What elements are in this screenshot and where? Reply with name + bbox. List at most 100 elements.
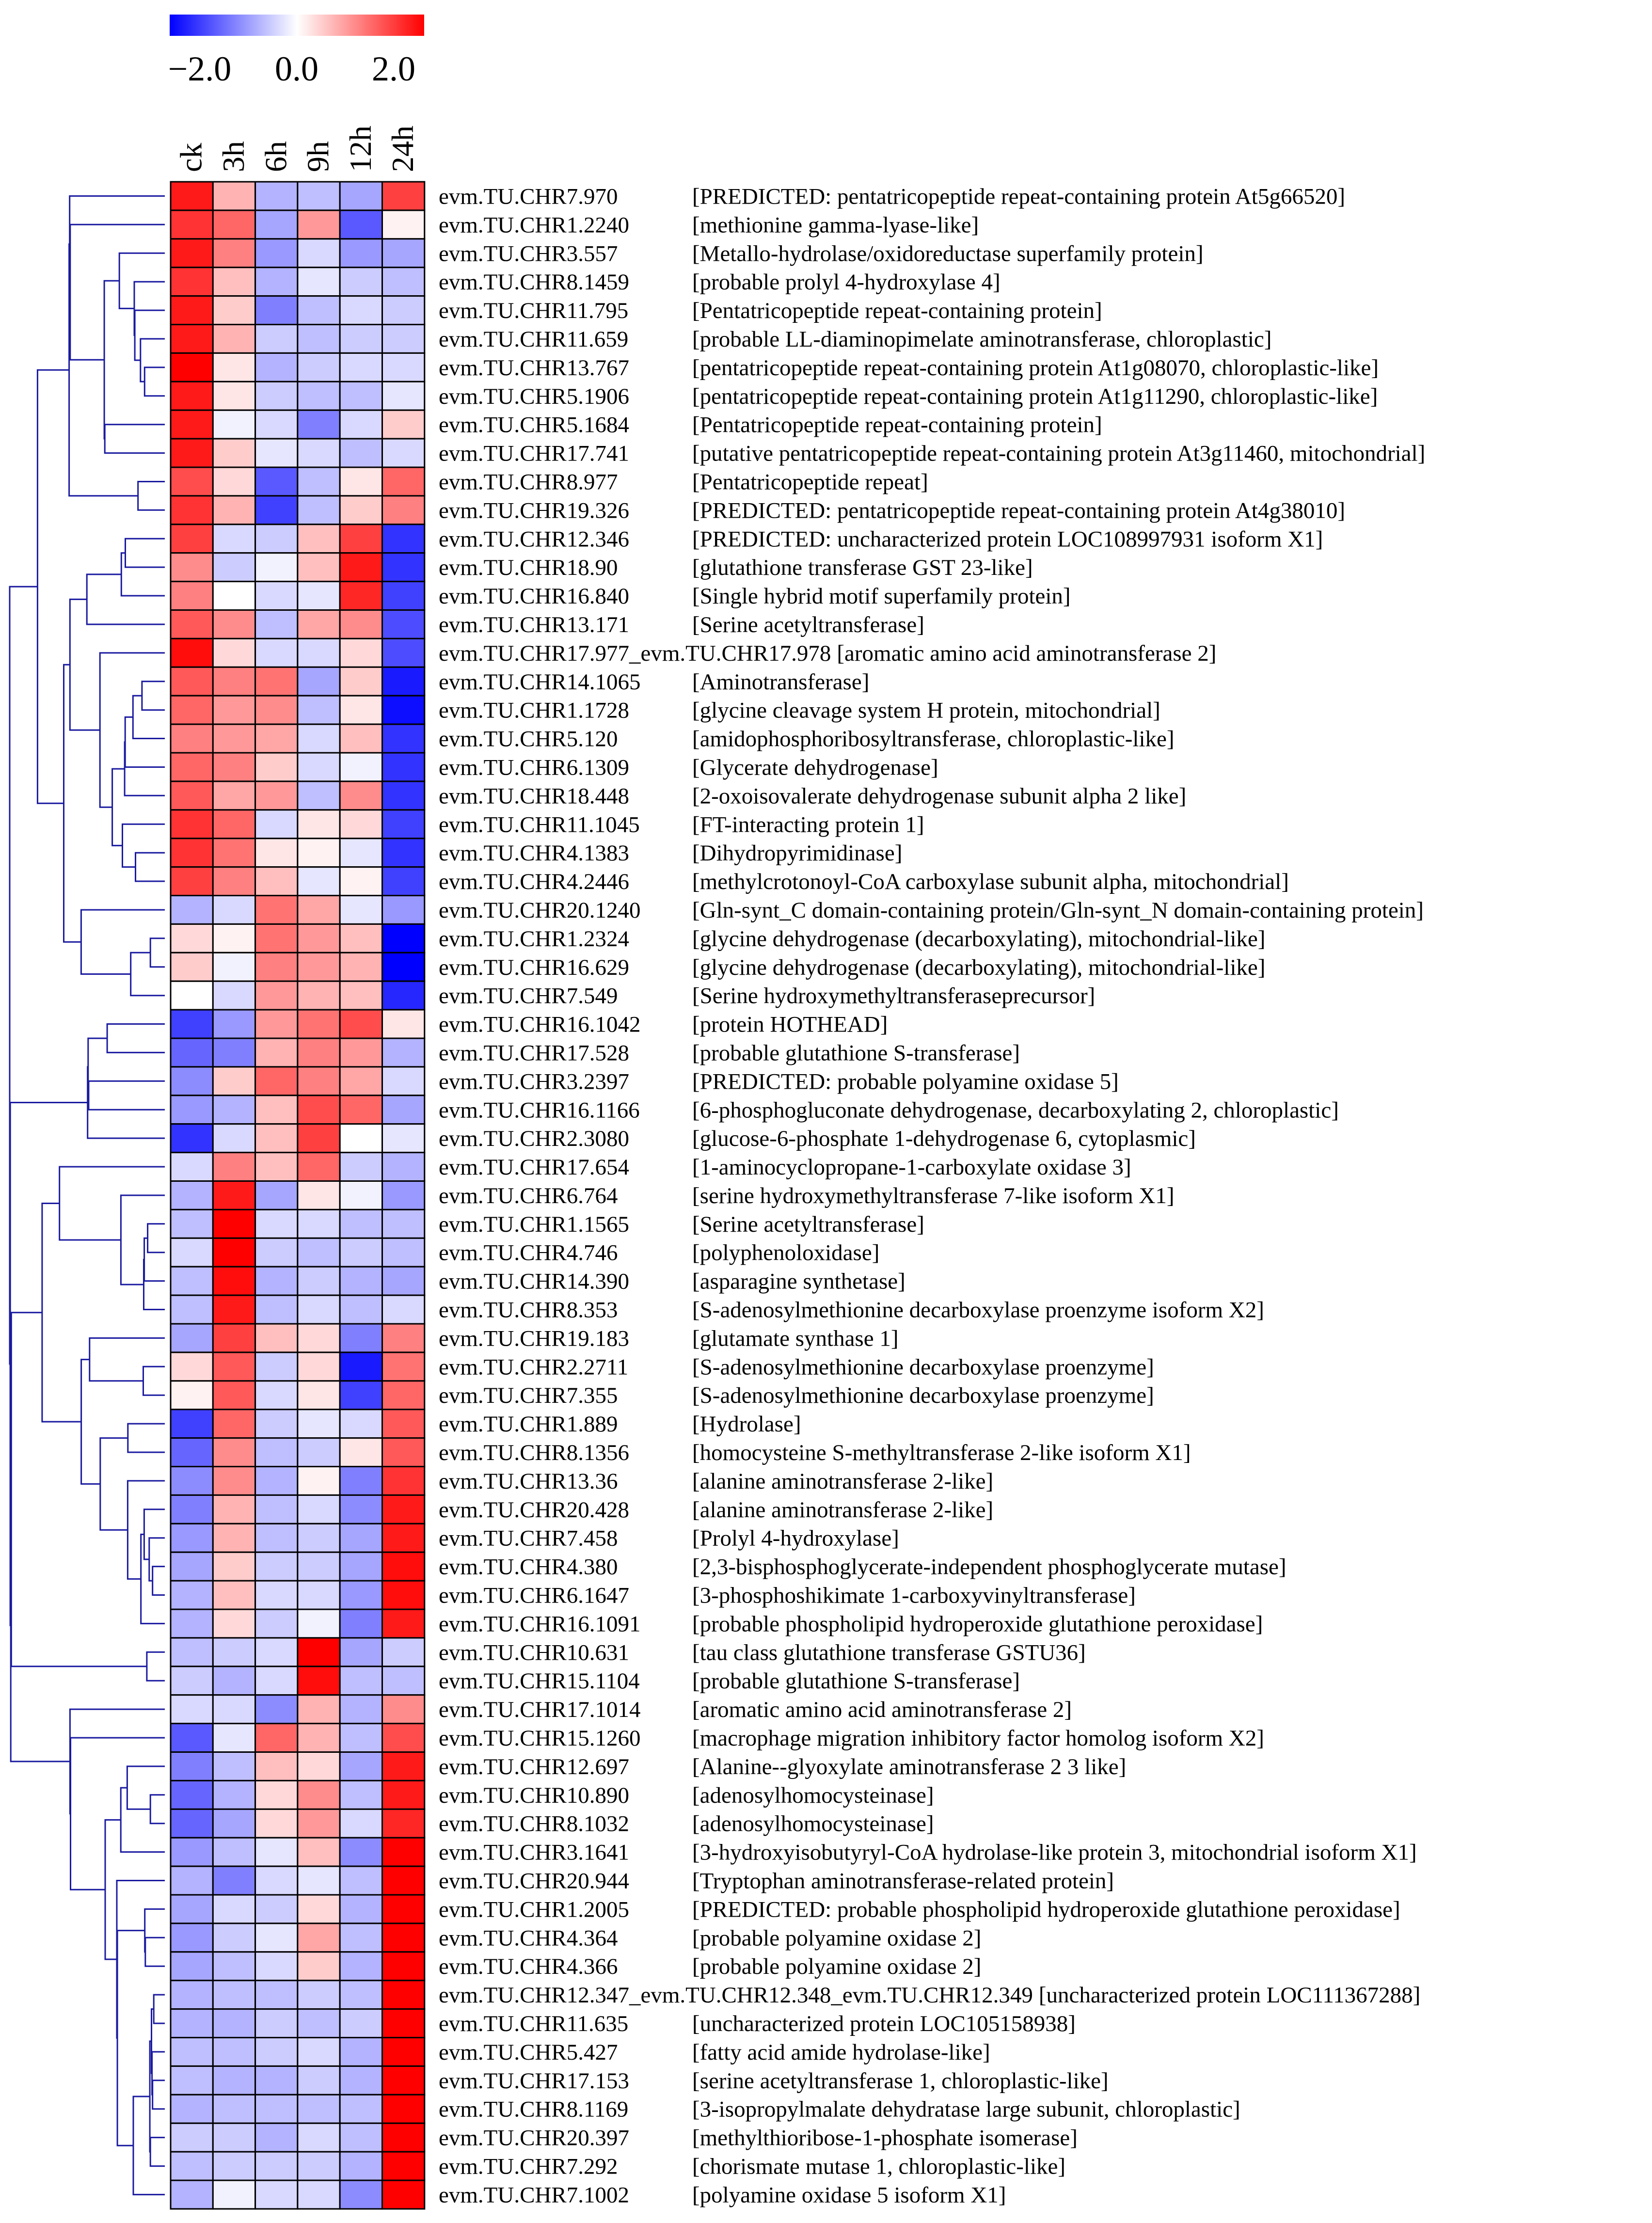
heatmap-cell	[254, 1409, 299, 1439]
heatmap-cell	[170, 1437, 214, 1468]
heatmap-cell	[381, 1922, 426, 1953]
row-label-id: evm.TU.CHR4.2446	[439, 869, 629, 894]
heatmap-cell	[339, 2008, 383, 2039]
heatmap-cell	[339, 895, 383, 925]
heatmap-cell	[339, 952, 383, 982]
heatmap-cell	[339, 1608, 383, 1639]
dendrogram-link	[132, 2096, 165, 2195]
row-label-desc: [Prolyl 4-hydroxylase]	[692, 1526, 899, 1551]
row-label-desc: [1-aminocyclopropane-1-carboxylate oxida…	[692, 1155, 1131, 1180]
heatmap-cell	[170, 2094, 214, 2124]
heatmap-cell	[170, 1922, 214, 1953]
heatmap-cell	[381, 838, 426, 868]
row-label-id: evm.TU.CHR19.326	[439, 498, 629, 523]
heatmap-cell	[212, 238, 256, 269]
dendrogram-link	[134, 309, 165, 361]
heatmap-cell	[170, 238, 214, 269]
heatmap-cell	[254, 552, 299, 583]
heatmap-cell	[254, 1123, 299, 1154]
heatmap-cell	[339, 381, 383, 411]
heatmap-cell	[381, 552, 426, 583]
row-label-desc: [putative pentatricopeptide repeat-conta…	[692, 441, 1425, 466]
heatmap-cell	[297, 466, 341, 497]
heatmap-cell	[381, 723, 426, 754]
row-label-id: evm.TU.CHR17.528	[439, 1040, 629, 1065]
row-label-id: evm.TU.CHR8.1459	[439, 270, 629, 295]
row-label-desc: [3-phosphoshikimate 1-carboxyvinyltransf…	[692, 1583, 1136, 1608]
heatmap-cell	[212, 466, 256, 497]
row-label-desc: [homocysteine S-methyltransferase 2-like…	[692, 1440, 1191, 1465]
heatmap-cell	[254, 495, 299, 525]
dendrogram-link	[143, 1259, 165, 1310]
heatmap-cell	[339, 1208, 383, 1239]
heatmap-cell	[339, 695, 383, 725]
row-label-id: evm.TU.CHR7.1002	[439, 2182, 629, 2207]
heatmap-cell	[170, 723, 214, 754]
heatmap-cell	[254, 2122, 299, 2153]
row-label-desc: [tau class glutathione transferase GSTU3…	[692, 1640, 1086, 1665]
heatmap-cell	[212, 324, 256, 354]
row-label-desc: [S-adenosylmethionine decarboxylase proe…	[692, 1383, 1154, 1408]
heatmap-cell	[297, 752, 341, 782]
heatmap-cell	[170, 2065, 214, 2096]
heatmap-cell	[170, 923, 214, 953]
row-label-id: evm.TU.CHR11.795	[439, 298, 628, 323]
row-label-id: evm.TU.CHR5.1906	[439, 384, 629, 409]
heatmap-cell	[381, 1751, 426, 1781]
row-label-id: evm.TU.CHR3.2397	[439, 1069, 629, 1094]
heatmap-cell	[212, 209, 256, 240]
row-label-desc: [amidophosphoribosyltransferase, chlorop…	[692, 727, 1175, 752]
heatmap-cell	[170, 381, 214, 411]
heatmap-cell	[170, 1294, 214, 1325]
column-label-3h: 3h	[216, 141, 251, 172]
row-label-id: evm.TU.CHR6.764	[439, 1183, 618, 1208]
heatmap-cell	[254, 1437, 299, 1468]
dendrogram-link	[146, 1651, 165, 1682]
heatmap-cell	[170, 1237, 214, 1268]
heatmap-cell	[297, 780, 341, 811]
row-label-id: evm.TU.CHR8.977	[439, 470, 618, 495]
heatmap-cell	[170, 1694, 214, 1725]
heatmap-cell	[381, 780, 426, 811]
heatmap-cell	[212, 1808, 256, 1839]
heatmap-cell	[297, 2065, 341, 2096]
heatmap-cell	[254, 1922, 299, 1953]
heatmap-cell	[254, 438, 299, 468]
heatmap-cell	[170, 1152, 214, 1182]
heatmap-cell	[170, 495, 214, 525]
row-label-desc: [adenosylhomocysteinase]	[692, 1783, 934, 1808]
dendrogram-link	[116, 1930, 145, 2146]
heatmap-cell	[212, 524, 256, 554]
row-label-id: evm.TU.CHR4.1383	[439, 841, 629, 866]
heatmap-cell	[381, 2179, 426, 2210]
heatmap-cell	[254, 209, 299, 240]
heatmap-cell	[170, 2122, 214, 2153]
row-label-id: evm.TU.CHR16.840	[439, 584, 629, 609]
heatmap-cell	[254, 2094, 299, 2124]
heatmap-cell	[170, 1009, 214, 1039]
dendrogram-link	[149, 1794, 165, 1825]
row-label-desc: [serine hydroxymethyltransferase 7-like …	[692, 1183, 1175, 1208]
dendrogram-link	[147, 1223, 165, 1254]
column-label-ck: ck	[174, 143, 208, 172]
dendrogram-link	[9, 1102, 88, 1626]
heatmap-cell	[212, 666, 256, 697]
heatmap-cell	[381, 581, 426, 611]
column-label-12h: 12h	[343, 126, 378, 172]
heatmap-cell	[254, 838, 299, 868]
dendrogram-link	[118, 252, 165, 309]
heatmap-cell	[212, 1666, 256, 1696]
heatmap-cell	[170, 181, 214, 211]
dendrogram-link	[153, 1994, 165, 2024]
heatmap-cell	[254, 780, 299, 811]
heatmap-cell	[212, 1066, 256, 1096]
row-label-id: evm.TU.CHR4.746	[439, 1240, 618, 1266]
heatmap-cell	[170, 666, 214, 697]
heatmap-cell	[339, 409, 383, 440]
heatmap-cell	[254, 980, 299, 1011]
heatmap-cell	[254, 1494, 299, 1524]
heatmap-cell	[381, 952, 426, 982]
heatmap-cell	[170, 952, 214, 982]
heatmap-cell	[212, 2094, 256, 2124]
dendrogram-link	[120, 1194, 165, 1286]
